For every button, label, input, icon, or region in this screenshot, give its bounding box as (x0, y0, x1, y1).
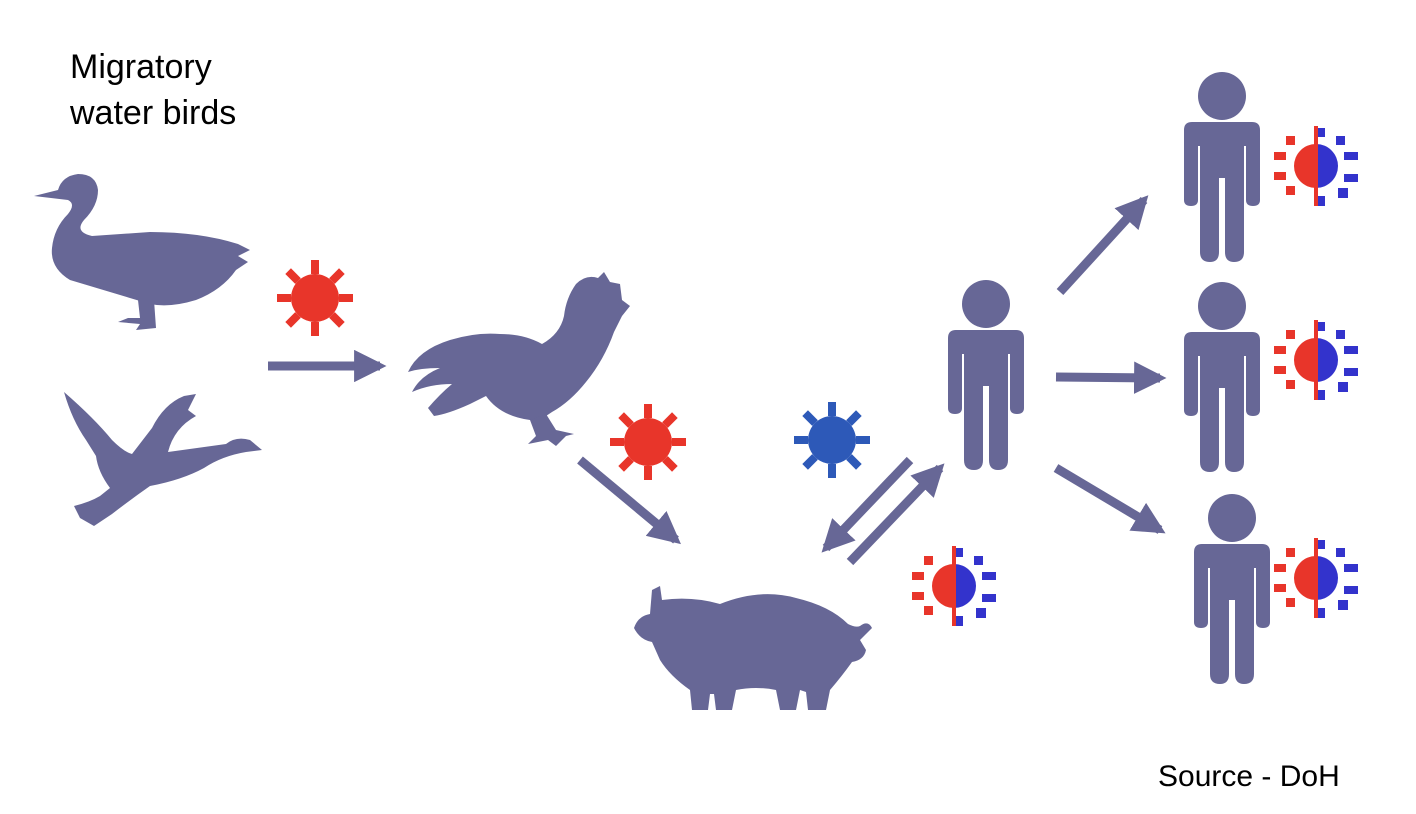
title-line-2: water birds (70, 94, 237, 132)
person-icon (1194, 494, 1270, 684)
reassortant-virus-icon (912, 546, 996, 626)
flying-goose-icon (64, 392, 262, 526)
title-line-1: Migratory (70, 48, 212, 86)
person-icon (948, 280, 1024, 470)
avian-virus-icon (610, 404, 686, 480)
source-label: Source - DoH (1158, 760, 1340, 793)
reassortant-virus-icon (1274, 320, 1358, 400)
avian-virus-icon (277, 260, 353, 336)
person-icon (1184, 72, 1260, 262)
arrow-human-to-person-top (1056, 195, 1149, 296)
reassortant-virus-icon (1274, 538, 1358, 618)
person-icon (1184, 282, 1260, 472)
reassortant-virus-icon (1274, 126, 1358, 206)
arrow-human-to-person-bottom (1053, 464, 1166, 534)
duck-icon (34, 174, 250, 330)
arrow-human-to-person-middle (1055, 361, 1167, 394)
arrow-pig-to-human (846, 463, 945, 566)
pig-icon (634, 586, 872, 710)
rooster-icon (408, 272, 630, 446)
arrow-rooster-to-pig (577, 456, 681, 545)
diagram-title: Migratory water birds (70, 44, 236, 136)
arrow-human-to-pig (821, 456, 914, 553)
human-virus-icon (794, 402, 870, 478)
